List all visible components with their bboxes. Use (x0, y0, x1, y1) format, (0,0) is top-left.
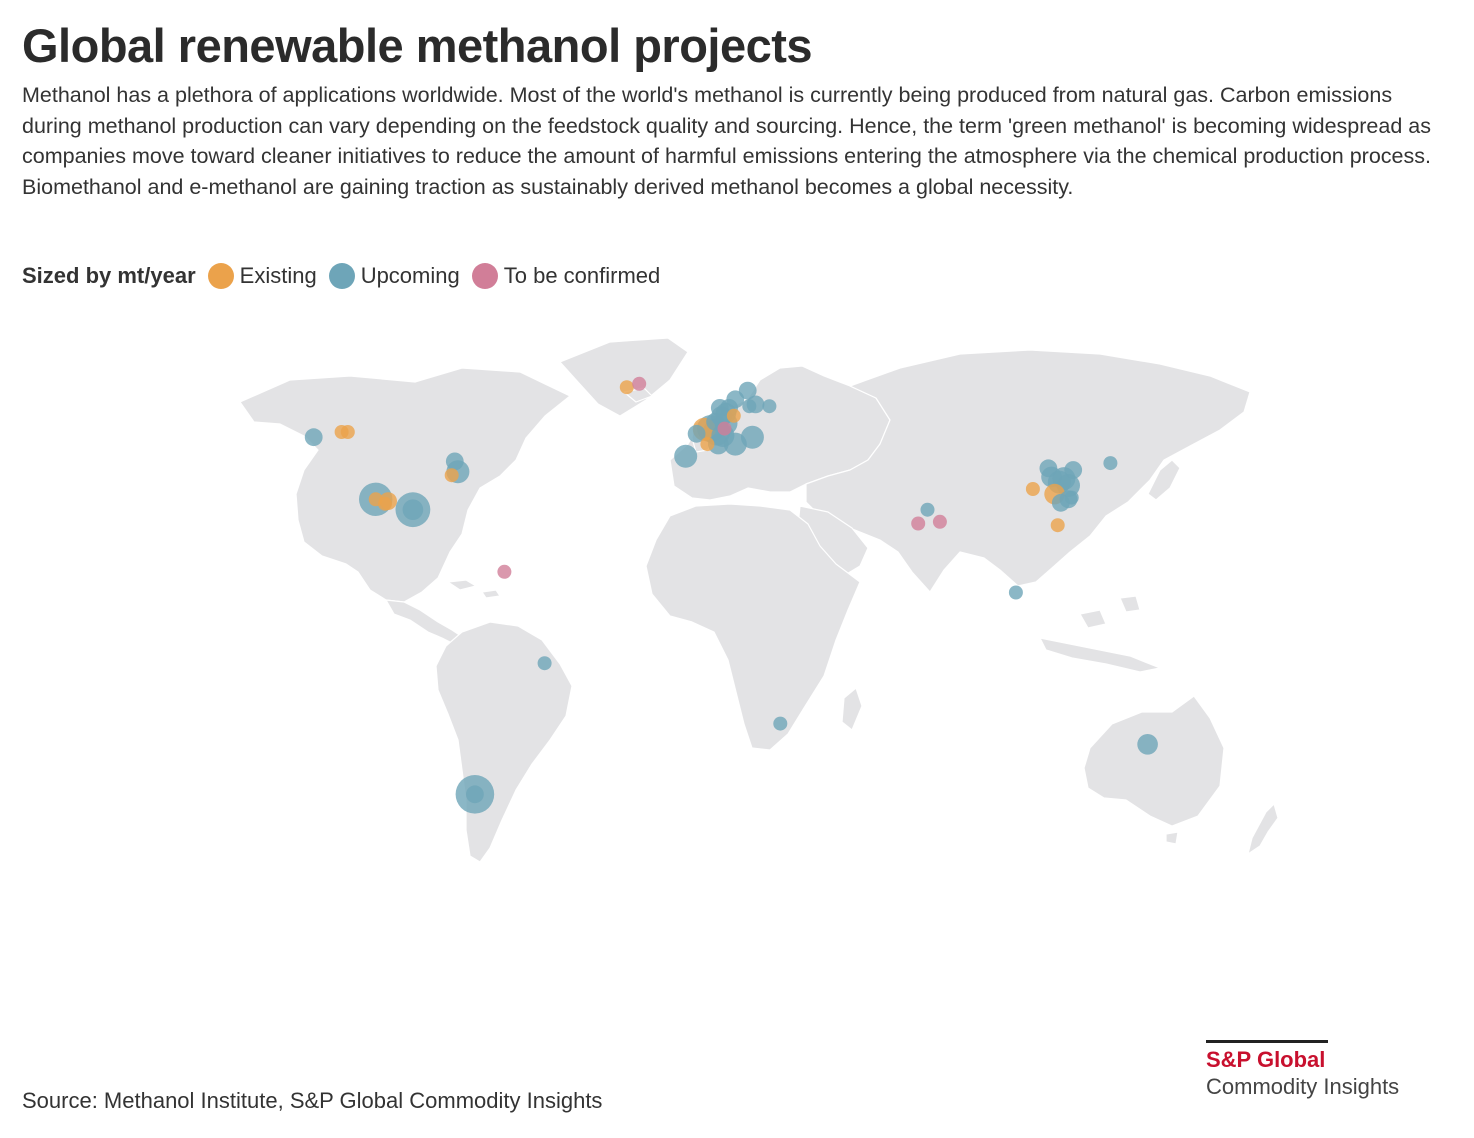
legend-title: Sized by mt/year (22, 263, 196, 288)
project-bubble-upcoming[interactable] (742, 399, 757, 414)
project-bubble-upcoming[interactable] (402, 499, 424, 520)
to-be-confirmed-swatch-icon (471, 263, 498, 289)
australia-landmass (1083, 695, 1225, 827)
south-america-landmass (435, 621, 573, 863)
africa-landmass (645, 503, 861, 751)
project-bubble-upcoming[interactable] (1008, 585, 1023, 600)
source-note: Source: Methanol Institute, S&P Global C… (22, 1088, 603, 1113)
land-masses (239, 337, 1279, 863)
project-bubble-upcoming[interactable] (304, 428, 323, 447)
brand-rule (1206, 1040, 1328, 1043)
brand-name: S&P Global (1206, 1047, 1326, 1072)
legend: Sized by mt/year Existing Upcoming To be… (22, 260, 672, 292)
project-bubble-existing[interactable] (444, 468, 459, 483)
project-bubble-upcoming[interactable] (466, 785, 484, 804)
tasmania-landmass (1165, 831, 1179, 845)
project-bubble-upcoming[interactable] (726, 390, 745, 409)
project-bubble-upcoming[interactable] (773, 716, 788, 731)
project-bubble-to-be-confirmed[interactable] (632, 376, 647, 391)
project-bubble-upcoming[interactable] (674, 444, 698, 468)
greenland-landmass (559, 337, 689, 417)
legend-label-to-be-confirmed: To be confirmed (503, 263, 661, 288)
legend-item-upcoming: Upcoming (328, 263, 460, 289)
project-bubble-upcoming[interactable] (1064, 490, 1079, 505)
project-bubbles (304, 376, 1158, 814)
project-bubble-to-be-confirmed[interactable] (717, 421, 732, 436)
project-bubble-upcoming[interactable] (740, 425, 764, 449)
brand-logo: S&P Global Commodity Insights (1206, 1040, 1436, 1101)
world-map (239, 337, 1279, 863)
chart-title: Global renewable methanol projects (22, 19, 813, 72)
project-bubble-upcoming[interactable] (1137, 734, 1158, 755)
project-bubble-existing[interactable] (1025, 482, 1040, 496)
project-bubble-existing[interactable] (726, 408, 741, 423)
japan-landmass (1147, 459, 1181, 501)
project-bubble-existing[interactable] (1050, 518, 1065, 533)
legend-item-existing: Existing (207, 263, 317, 289)
caribbean-landmass (447, 579, 501, 599)
brand-subtitle: Commodity Insights (1206, 1074, 1400, 1099)
project-bubble-upcoming[interactable] (1064, 461, 1083, 479)
legend-item-to-be-confirmed: To be confirmed (471, 263, 661, 289)
new-zealand-landmass (1247, 803, 1279, 855)
project-bubble-to-be-confirmed[interactable] (497, 564, 512, 579)
project-bubble-existing[interactable] (340, 425, 355, 439)
chart-description: Methanol has a plethora of applications … (22, 83, 1431, 199)
project-bubble-upcoming[interactable] (1103, 456, 1118, 471)
north-america-landmass (239, 367, 571, 603)
madagascar-landmass (841, 687, 863, 731)
project-bubble-upcoming[interactable] (537, 656, 552, 671)
project-bubble-upcoming[interactable] (1039, 459, 1058, 478)
asia-landmass (805, 349, 1251, 593)
project-bubble-existing[interactable] (619, 380, 634, 395)
project-bubble-to-be-confirmed[interactable] (932, 514, 947, 529)
project-bubble-upcoming[interactable] (708, 433, 729, 455)
southeast-asia-islands-landmass (1039, 595, 1161, 673)
project-bubble-existing[interactable] (378, 496, 392, 511)
project-bubble-upcoming[interactable] (762, 399, 777, 414)
upcoming-swatch-icon (328, 263, 355, 289)
project-bubble-upcoming[interactable] (687, 424, 706, 443)
legend-label-existing: Existing (239, 263, 317, 288)
project-bubble-upcoming[interactable] (445, 452, 464, 471)
legend-label-upcoming: Upcoming (360, 263, 460, 288)
project-bubble-upcoming[interactable] (920, 502, 935, 517)
central-america-landmass (385, 599, 465, 647)
project-bubble-upcoming[interactable] (738, 381, 757, 400)
project-bubble-to-be-confirmed[interactable] (911, 516, 926, 531)
project-bubble-existing[interactable] (700, 437, 715, 452)
existing-swatch-icon (207, 263, 234, 289)
